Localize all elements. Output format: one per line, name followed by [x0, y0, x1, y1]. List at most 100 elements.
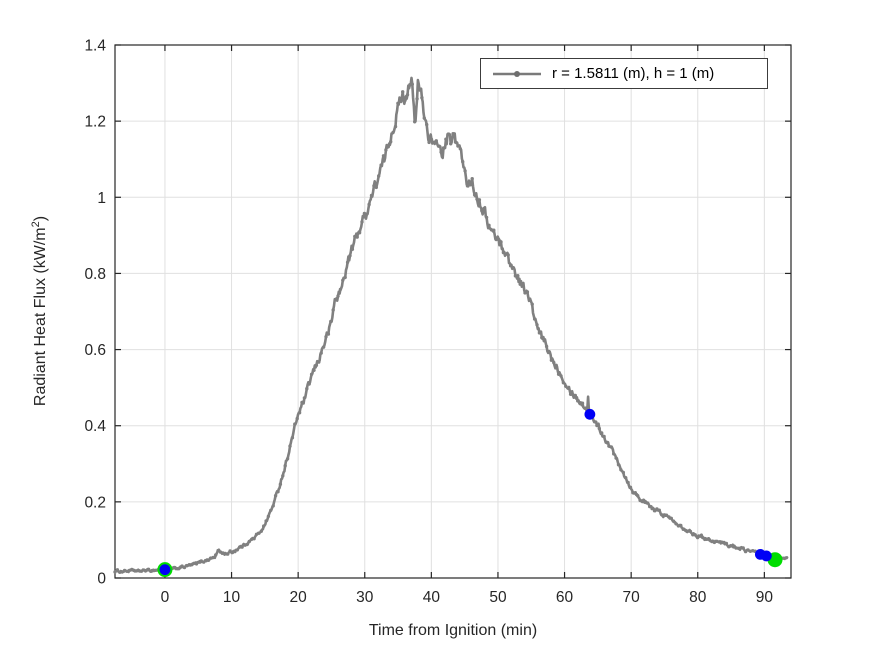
series-point-marker: [266, 514, 271, 518]
series-point-marker: [226, 552, 230, 556]
series-point-marker: [338, 287, 343, 292]
series-point-marker: [602, 434, 606, 439]
blue-dot: [760, 550, 772, 562]
series-point-marker: [657, 508, 661, 512]
series-point-marker: [386, 145, 390, 149]
series-point-marker: [285, 457, 290, 461]
series-point-marker: [492, 228, 496, 232]
series-point-marker: [609, 445, 613, 449]
series-point-marker: [300, 400, 304, 405]
x-tick-label: 90: [756, 589, 774, 606]
series-point-marker: [441, 146, 446, 150]
series-point-marker: [326, 332, 331, 336]
legend-label: r = 1.5811 (m), h = 1 (m): [552, 65, 715, 82]
series-point-marker: [674, 522, 678, 526]
series-point-marker: [396, 101, 400, 106]
series-point-marker: [477, 198, 482, 202]
x-tick-label: 0: [161, 589, 170, 606]
series-point-marker: [461, 160, 465, 164]
series-point-marker: [206, 558, 211, 562]
y-tick-label: 0.6: [84, 342, 106, 359]
series-point-marker: [470, 177, 474, 181]
series-point-marker: [259, 529, 263, 533]
series-point-marker: [288, 444, 292, 448]
series-point-marker: [576, 399, 580, 403]
series-point-marker: [446, 132, 450, 136]
series-point-marker: [561, 381, 566, 385]
series-point-marker: [537, 331, 542, 335]
y-axis-label: Radiant Heat Flux (kW/m2): [30, 216, 50, 406]
series-point-marker: [739, 546, 743, 550]
y-axis-label-close: ): [32, 215, 50, 222]
series-point-marker: [413, 120, 417, 124]
series-point-marker: [458, 147, 462, 151]
series-point-marker: [281, 474, 285, 478]
series-point-marker: [528, 297, 532, 301]
x-tick-label: 50: [489, 589, 507, 606]
series-point-marker: [343, 275, 347, 280]
series-point-marker: [484, 215, 489, 220]
series-point-marker: [233, 549, 237, 554]
series-point-marker: [417, 88, 422, 92]
series-point-marker: [549, 358, 554, 362]
series-point-marker: [451, 132, 455, 136]
series-point-marker: [178, 566, 182, 570]
series-point-marker: [508, 264, 513, 268]
x-tick-label: 70: [623, 589, 641, 606]
y-tick-label: 0.8: [84, 266, 106, 283]
series-point-marker: [283, 464, 287, 468]
y-tick-label: 0.4: [84, 418, 106, 435]
series-point-marker: [547, 349, 551, 354]
y-tick-label: 0: [97, 571, 106, 588]
series-point-marker: [120, 570, 124, 574]
legend[interactable]: r = 1.5811 (m), h = 1 (m): [480, 58, 768, 89]
series-point-marker: [437, 144, 441, 148]
series-point-marker: [516, 274, 520, 278]
series-point-marker: [333, 298, 338, 302]
series-point-marker: [357, 231, 362, 235]
series-point-marker: [554, 363, 558, 367]
series-point-marker: [496, 237, 501, 241]
series-point-marker: [671, 519, 676, 523]
series-point-marker: [444, 137, 448, 141]
series-point-marker: [604, 440, 609, 444]
series-point-marker: [312, 368, 316, 372]
y-axis-label-sup: 2: [29, 221, 42, 228]
series-point-marker: [321, 345, 326, 349]
series-point-marker: [187, 563, 191, 567]
series-point-marker: [331, 308, 335, 312]
series-point-marker: [367, 202, 371, 207]
series-point-marker: [420, 96, 424, 100]
series-point-marker: [115, 568, 120, 572]
series-point-marker: [348, 253, 352, 258]
series-point-marker: [379, 163, 383, 167]
series-point-marker: [271, 504, 275, 508]
series-point-marker: [365, 212, 369, 216]
series-point-marker: [628, 485, 633, 489]
series-point-marker: [691, 533, 695, 537]
series-point-marker: [468, 180, 472, 185]
x-axis-label: Time from Ignition (min): [368, 622, 538, 639]
series-point-marker: [278, 482, 283, 486]
series-point-marker: [214, 553, 218, 557]
series-point-marker: [297, 411, 302, 415]
series-point-marker: [403, 98, 407, 102]
series-point-marker: [257, 531, 261, 535]
series-point-marker: [401, 90, 405, 94]
series-point-marker: [238, 545, 242, 549]
series-point-marker: [194, 562, 199, 566]
x-tick-label: 30: [356, 589, 374, 606]
x-tick-label: 20: [290, 589, 308, 606]
series-point-marker: [336, 294, 340, 298]
series-point-marker: [360, 220, 364, 224]
series-point-marker: [350, 247, 355, 251]
series-point-marker: [693, 533, 697, 537]
series-point-marker: [456, 144, 460, 148]
series-point-marker: [724, 541, 729, 546]
series-point-marker: [506, 253, 510, 257]
y-tick-label: 1: [97, 190, 106, 207]
series-point-marker: [626, 480, 630, 485]
series-point-marker: [580, 401, 585, 405]
series-point-marker: [305, 387, 309, 391]
series-point-marker: [520, 283, 525, 287]
